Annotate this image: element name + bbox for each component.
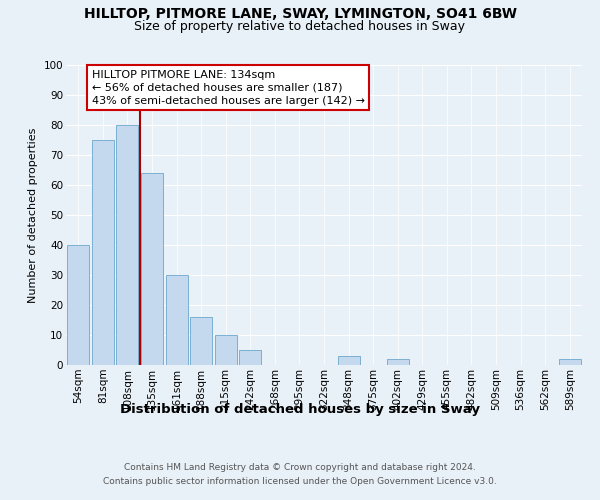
Text: Size of property relative to detached houses in Sway: Size of property relative to detached ho… — [134, 20, 466, 33]
Bar — [190, 317, 212, 365]
Bar — [215, 335, 237, 365]
Bar — [338, 356, 359, 365]
Text: Distribution of detached houses by size in Sway: Distribution of detached houses by size … — [120, 402, 480, 415]
Bar — [239, 350, 262, 365]
Text: HILLTOP PITMORE LANE: 134sqm
← 56% of detached houses are smaller (187)
43% of s: HILLTOP PITMORE LANE: 134sqm ← 56% of de… — [92, 70, 365, 106]
Bar — [116, 125, 139, 365]
Bar — [92, 140, 114, 365]
Text: HILLTOP, PITMORE LANE, SWAY, LYMINGTON, SO41 6BW: HILLTOP, PITMORE LANE, SWAY, LYMINGTON, … — [83, 8, 517, 22]
Bar — [67, 245, 89, 365]
Text: Contains HM Land Registry data © Crown copyright and database right 2024.: Contains HM Land Registry data © Crown c… — [124, 462, 476, 471]
Bar — [559, 359, 581, 365]
Text: Contains public sector information licensed under the Open Government Licence v3: Contains public sector information licen… — [103, 478, 497, 486]
Bar — [166, 275, 188, 365]
Bar — [386, 359, 409, 365]
Y-axis label: Number of detached properties: Number of detached properties — [28, 128, 38, 302]
Bar — [141, 173, 163, 365]
